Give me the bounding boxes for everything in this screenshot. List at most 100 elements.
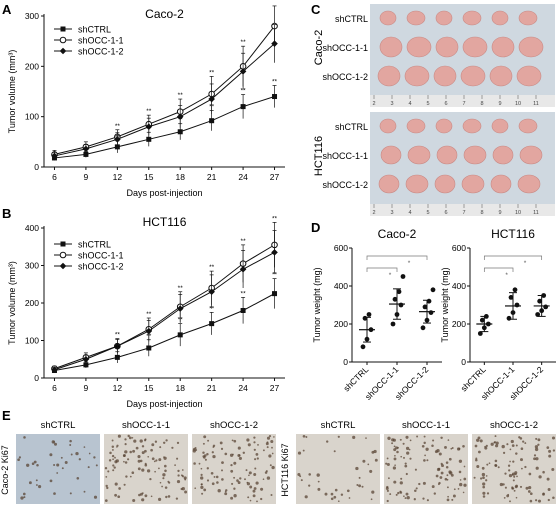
stained-nucleus [394,454,396,457]
data-point [83,151,89,157]
stained-nucleus [233,494,237,498]
stained-nucleus [141,445,145,448]
stained-nucleus [76,477,80,480]
stained-nucleus [522,440,525,443]
stained-nucleus [462,444,465,448]
ihc-row-label: HCT116 Ki67 [280,443,290,496]
stained-nucleus [181,469,184,471]
stained-nucleus [144,449,147,453]
tumor-block-HCT116: HCT116 shCTRL shOCC-1-1 shOCC-1-2 2 3 4 5 6 7 8 9 10… [313,112,555,216]
stained-nucleus [69,444,72,446]
x-tick-label: 27 [270,172,280,182]
x-axis-label: Days post-injection [126,399,202,409]
significance-star: ** [115,134,121,141]
stained-nucleus [164,464,167,468]
stained-nucleus [269,464,272,467]
stained-nucleus [535,466,539,470]
ihc-column-label: shOCC-1-1 [122,420,170,431]
stained-nucleus [514,485,518,489]
stained-nucleus [26,463,30,467]
tumor [489,65,513,87]
stained-nucleus [485,475,488,477]
stained-nucleus [238,456,242,460]
stained-nucleus [547,488,551,491]
y-tick-label: 600 [452,243,466,253]
ihc-column-label: shCTRL [321,420,356,431]
tumor [517,174,541,194]
stained-nucleus [268,435,272,438]
ruler-number: 10 [515,101,521,107]
stained-nucleus [515,444,518,447]
stained-nucleus [512,460,515,463]
stained-nucleus [436,467,441,472]
significance-star: ** [146,125,152,132]
stained-nucleus [393,480,397,484]
stained-nucleus [132,449,136,453]
stained-nucleus [162,473,166,477]
stained-nucleus [525,486,529,490]
stained-nucleus [514,473,517,476]
stained-nucleus [477,436,481,440]
stained-nucleus [266,436,271,440]
stained-nucleus [242,451,245,454]
stained-nucleus [202,442,205,445]
stained-nucleus [177,469,180,473]
y-axis-label: Tumor weight (mg) [440,267,450,342]
significance-star: ** [146,108,152,115]
stained-nucleus [114,482,118,486]
data-point [82,145,90,153]
row-label: shOCC-1-1 [322,43,368,53]
stained-nucleus [155,459,158,462]
stained-nucleus [431,444,434,448]
stained-nucleus [415,487,418,490]
stained-nucleus [365,437,367,439]
stained-nucleus [481,466,485,470]
significance-bracket [366,267,398,272]
stained-nucleus [253,487,257,490]
stained-nucleus [537,499,542,503]
legend-label: shCTRL [78,240,111,250]
stained-nucleus [224,452,228,456]
stained-nucleus [93,495,98,499]
stained-nucleus [35,484,38,486]
stained-nucleus [201,492,204,495]
stained-nucleus [513,475,516,478]
stained-nucleus [409,457,412,460]
stained-nucleus [112,458,114,461]
stained-nucleus [510,439,514,444]
x-tick-label: 24 [238,172,248,182]
significance-star: ** [146,311,152,318]
stained-nucleus [271,452,274,455]
stained-nucleus [450,447,453,450]
row-label: shOCC-1-2 [322,180,368,190]
stained-nucleus [488,462,491,465]
stained-nucleus [252,494,256,498]
stained-nucleus [124,450,128,454]
stained-nucleus [215,475,219,479]
stained-nucleus [203,435,207,439]
stained-nucleus [154,440,158,443]
stained-nucleus [114,493,117,497]
legend-label: shOCC-1-1 [78,251,124,261]
legend-label: shCTRL [78,25,111,35]
stained-nucleus [164,469,167,473]
stained-nucleus [358,484,362,488]
tumor [490,174,512,194]
ruler-number: 7 [462,210,465,216]
stained-nucleus [246,482,251,486]
significance-star: ** [115,332,121,339]
stained-nucleus [151,443,155,447]
ihc-panel: Caco-2 Ki67 shCTRL shOCC-1-1 shOCC-1-2 HCT11… [0,410,558,505]
data-point [271,249,278,256]
stained-nucleus [459,479,462,481]
data-point [514,302,520,308]
stained-nucleus [479,477,483,480]
stained-nucleus [141,492,144,494]
stained-nucleus [317,480,320,483]
stained-nucleus [356,484,359,486]
stained-nucleus [509,500,511,503]
stained-nucleus [167,480,170,483]
stained-nucleus [141,451,145,455]
stained-nucleus [129,475,132,478]
